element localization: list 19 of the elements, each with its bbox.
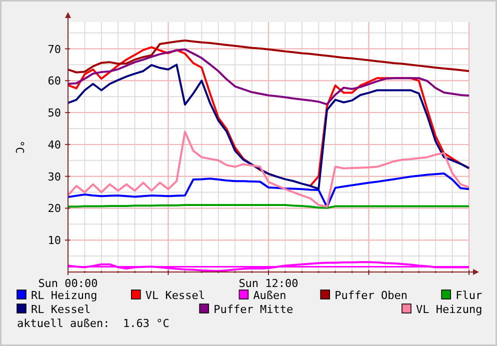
legend-label: VL Heizung (416, 303, 482, 316)
legend-label: RL Kessel (31, 303, 91, 316)
legend-label: Außen (253, 289, 286, 302)
y-tick-label: 70 (48, 42, 61, 56)
text: aktuell außen: 1.63 °C (17, 317, 170, 330)
legend-label: VL Kessel (145, 289, 206, 302)
y-tick-label: 60 (48, 74, 61, 88)
y-tick-label: 50 (48, 106, 61, 120)
x-tick-label: Sun 00:00 (38, 277, 98, 290)
y-tick-label: 40 (48, 138, 61, 152)
legend-label: Flur (456, 289, 482, 302)
legend-label: Puffer Mitte (214, 303, 294, 316)
legend-label: Puffer Oben (334, 289, 408, 302)
y-tick-label: 30 (48, 170, 61, 184)
y-axis-title: °C (13, 140, 26, 154)
legend-label: RL Heizung (31, 289, 98, 302)
x-tick-label: Sun 12:00 (238, 277, 298, 290)
y-tick-label: 10 (48, 234, 61, 248)
y-tick-label: 20 (48, 202, 61, 216)
